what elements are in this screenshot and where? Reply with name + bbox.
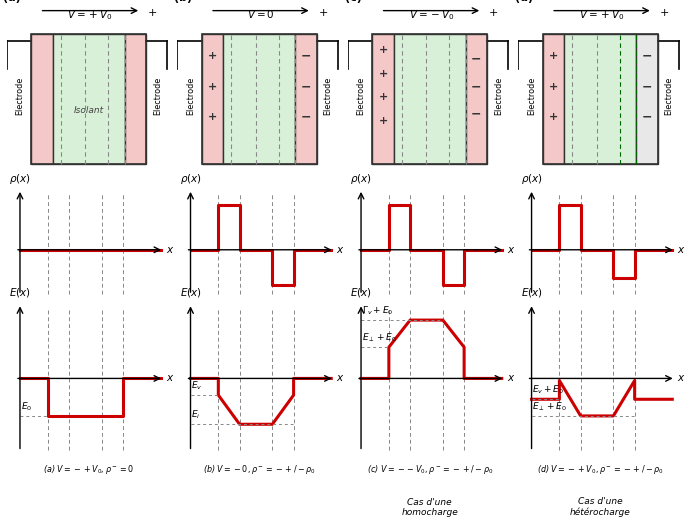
Text: +: + <box>208 51 217 61</box>
Bar <box>393 34 466 164</box>
Text: −: − <box>471 107 482 120</box>
Bar <box>543 34 564 164</box>
Text: −: − <box>641 111 652 124</box>
Text: $V = -V_0$: $V = -V_0$ <box>409 8 454 22</box>
Text: (b): (b) <box>174 0 192 3</box>
Text: +: + <box>378 69 388 79</box>
Text: Isolant: Isolant <box>74 106 104 114</box>
Text: +: + <box>208 82 217 92</box>
Text: $E_v + E_0$: $E_v + E_0$ <box>533 384 564 396</box>
Bar <box>52 34 125 164</box>
Bar <box>373 34 487 164</box>
Text: $x$: $x$ <box>506 245 515 255</box>
Text: $x$: $x$ <box>336 245 344 255</box>
Text: +: + <box>659 8 669 18</box>
Text: $E_\perp + E_0$: $E_\perp + E_0$ <box>533 400 568 413</box>
Text: +: + <box>148 8 157 18</box>
Text: +: + <box>378 45 388 56</box>
Bar <box>223 34 296 164</box>
Text: $V = +V_0$: $V = +V_0$ <box>68 8 113 22</box>
Text: Electrode: Electrode <box>356 76 366 115</box>
Text: Electrode: Electrode <box>527 76 536 115</box>
Text: −: − <box>300 111 311 124</box>
Text: (a) $V=-+V_0, \rho^-=0$: (a) $V=-+V_0, \rho^-=0$ <box>43 463 134 476</box>
Bar <box>543 34 657 164</box>
Text: $E(x)$: $E(x)$ <box>180 286 201 300</box>
Text: −: − <box>471 53 482 66</box>
Text: $E_\perp + E_0$: $E_\perp + E_0$ <box>362 332 397 344</box>
Text: Electrode: Electrode <box>323 76 333 115</box>
Bar <box>32 34 146 164</box>
Text: Electrode: Electrode <box>15 76 25 115</box>
Text: +: + <box>378 93 388 102</box>
Text: $\rho(x)$: $\rho(x)$ <box>9 172 31 186</box>
Text: $E_i$: $E_i$ <box>192 409 200 421</box>
Text: −: − <box>641 49 652 62</box>
Text: $\Gamma_v + E_0$: $\Gamma_v + E_0$ <box>362 305 393 317</box>
Text: −: − <box>471 80 482 93</box>
Text: +: + <box>489 8 498 18</box>
Text: Electrode: Electrode <box>664 76 674 115</box>
Text: $x$: $x$ <box>677 373 686 383</box>
Text: (c): (c) <box>344 0 361 3</box>
Bar <box>466 34 487 164</box>
Bar <box>296 34 316 164</box>
Text: Electrode: Electrode <box>153 76 162 115</box>
Text: +: + <box>549 112 558 122</box>
Text: +: + <box>208 112 217 122</box>
Text: $V = 0$: $V = 0$ <box>247 8 275 20</box>
Bar <box>564 34 636 164</box>
Text: Cas d'une
hétérocharge: Cas d'une hétérocharge <box>570 498 630 517</box>
Text: $E_0$: $E_0$ <box>21 400 32 413</box>
Text: +: + <box>549 51 558 61</box>
Text: $\rho(x)$: $\rho(x)$ <box>521 172 542 186</box>
Bar <box>373 34 394 164</box>
Text: +: + <box>378 116 388 126</box>
Text: +: + <box>318 8 328 18</box>
Text: Electrode: Electrode <box>494 76 503 115</box>
Text: Electrode: Electrode <box>186 76 195 115</box>
Text: $x$: $x$ <box>677 245 686 255</box>
Text: −: − <box>300 80 311 93</box>
Bar <box>637 34 657 164</box>
Text: −: − <box>300 49 311 62</box>
Bar <box>202 34 316 164</box>
Text: $\rho(x)$: $\rho(x)$ <box>180 172 201 186</box>
Text: $E_v$: $E_v$ <box>192 380 203 392</box>
Bar <box>125 34 146 164</box>
Text: $V = +V_0$: $V = +V_0$ <box>579 8 625 22</box>
Text: +: + <box>549 82 558 92</box>
Text: (c) $V=--V_0, \rho^-=-+/-\rho_0$: (c) $V=--V_0, \rho^-=-+/-\rho_0$ <box>367 463 493 476</box>
Text: $E(x)$: $E(x)$ <box>9 286 31 300</box>
Text: $x$: $x$ <box>336 373 344 383</box>
Text: $x$: $x$ <box>165 373 174 383</box>
Text: $x$: $x$ <box>165 245 174 255</box>
Text: Cas d'une
homocharge: Cas d'une homocharge <box>402 498 458 517</box>
Text: $x$: $x$ <box>506 373 515 383</box>
Text: −: − <box>641 80 652 93</box>
Text: $E(x)$: $E(x)$ <box>350 286 372 300</box>
Text: $\rho(x)$: $\rho(x)$ <box>350 172 372 186</box>
Bar <box>202 34 223 164</box>
Bar <box>32 34 52 164</box>
Text: (d): (d) <box>515 0 533 3</box>
Text: $E(x)$: $E(x)$ <box>521 286 542 300</box>
Text: (b) $V=-0, \rho^-=-+/-\rho_0$: (b) $V=-0, \rho^-=-+/-\rho_0$ <box>203 463 316 476</box>
Text: (a): (a) <box>3 0 21 3</box>
Text: (d) $V=-+V_0, \rho^-=-+/-\rho_0$: (d) $V=-+V_0, \rho^-=-+/-\rho_0$ <box>537 463 664 476</box>
